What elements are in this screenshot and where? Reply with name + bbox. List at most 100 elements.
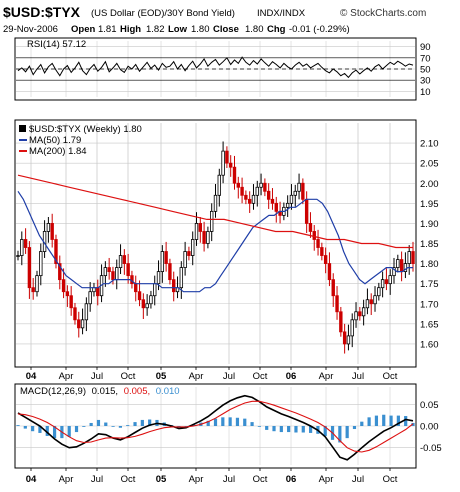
macd-histogram-bar [367, 417, 371, 426]
macd-histogram-bar [140, 419, 144, 426]
macd-histogram-bar [389, 415, 393, 426]
price-candle-body [141, 299, 146, 309]
price-candle-body [270, 198, 275, 204]
macd-histogram-bar [74, 426, 79, 433]
x-axis-label: 05 [156, 474, 167, 485]
macd-line [17, 394, 414, 461]
macd-histogram-bar [360, 421, 364, 426]
price-candle-body [384, 279, 389, 285]
price-candle-body [304, 198, 309, 224]
price-candle-body [361, 307, 366, 317]
price-candle-body [335, 295, 339, 313]
macd-histogram-bar [279, 426, 283, 433]
price-candle-body [54, 239, 58, 264]
price-candle-body [244, 194, 248, 200]
price-candle-body [354, 311, 358, 321]
macd-y-axis: 0.05 0.00 -0.05 [420, 400, 442, 454]
price-candle-body [96, 287, 100, 297]
price-y-tick-label: 1.60 [420, 339, 439, 350]
x-axis-label: Oct [253, 474, 268, 485]
macd-histogram-bar [16, 425, 20, 426]
price-candle-body [259, 182, 263, 188]
macd-legend-hist-value: 0.010 [156, 386, 180, 397]
ma50-legend-label: MA(50) 1.79 [29, 135, 81, 146]
chart-description: (US Dollar (EOD)/30Y Bond Yield) [91, 8, 235, 19]
macd-histogram-bar [126, 425, 130, 426]
macd-histogram-bar [104, 422, 108, 426]
macd-y-tick-label: 0.00 [420, 422, 439, 433]
price-candle-body [369, 299, 373, 305]
price-candle-body [31, 287, 35, 293]
price-candle-body [263, 182, 267, 192]
price-candle-body [396, 259, 400, 269]
x-axis-label: Jul [223, 371, 235, 382]
macd-histogram-bar [287, 426, 291, 433]
price-candle-body [316, 239, 320, 248]
price-candle-body [20, 239, 24, 256]
price-candle-body [228, 162, 233, 168]
x-axis-label: Oct [383, 371, 398, 382]
price-candle-body [323, 255, 328, 264]
macd-histogram-bar [96, 419, 101, 426]
low-label: Low [168, 24, 188, 35]
ma200-legend-label: MA(200) 1.84 [29, 146, 87, 157]
price-candle-body [225, 150, 229, 164]
price-candle-body [73, 307, 77, 321]
price-candle-body [312, 231, 316, 240]
price-candle-body [69, 295, 73, 309]
price-candle-body [206, 231, 210, 244]
macd-histogram-bar [308, 426, 313, 433]
x-axis-label: 04 [26, 371, 37, 382]
price-candle-body [39, 251, 43, 277]
macd-panel: 0.05 0.00 -0.05 MACD(12,26,9) 0.015, 0.005… [14, 383, 442, 469]
macd-histogram-bar [352, 426, 357, 430]
price-candle-body [153, 283, 157, 297]
chart-symbol: $USD:$TYX [3, 4, 81, 20]
rsi-y-tick-label: 50 [420, 65, 431, 76]
ma200-line [17, 174, 413, 249]
price-candle-body [145, 303, 149, 309]
price-candle-body [346, 335, 351, 345]
macd-histogram-bar [111, 426, 115, 427]
price-candle-body [134, 283, 138, 293]
rsi-y-tick-label: 10 [420, 87, 431, 98]
x-axis-label: 06 [286, 371, 297, 382]
price-candle-body [198, 223, 203, 232]
rsi-line [17, 56, 414, 79]
price-candle-body [320, 247, 324, 256]
price-candle-body [217, 174, 221, 196]
x-axis-label: Jul [223, 474, 235, 485]
price-candle-body [399, 259, 404, 273]
x-axis-label: Apr [319, 371, 334, 382]
price-candle-body [202, 231, 206, 244]
price-candle-body [61, 279, 66, 293]
price-candle-body [137, 291, 142, 301]
price-candle-body [50, 223, 54, 240]
price-candle-body [187, 251, 191, 256]
x-axis-label: Oct [121, 474, 136, 485]
price-candle-body [350, 319, 354, 337]
price-candle-body [266, 190, 271, 200]
x-axis-label: 04 [26, 474, 37, 485]
price-candle-body [358, 311, 362, 317]
price-candle-body [23, 239, 28, 248]
price-y-tick-label: 1.65 [420, 319, 439, 330]
macd-plot [16, 394, 415, 461]
price-candle-body [377, 287, 381, 297]
price-legend: $USD:$TYX (Weekly) 1.80 MA(50) 1.79 MA(2… [19, 124, 142, 157]
x-axis-price: 04 Apr Jul Oct 05 Apr Jul Oct 06 Apr Jul Oct [26, 367, 398, 382]
price-candle-body [210, 210, 214, 232]
close-label: Close [213, 24, 239, 35]
macd-signal-line [17, 400, 414, 453]
price-candle-body [46, 223, 51, 232]
x-axis-label: Jul [91, 474, 103, 485]
price-candle-body [168, 263, 172, 281]
price-candle-body [164, 251, 168, 264]
macd-histogram-bar [228, 417, 232, 426]
chg-label: Chg [267, 24, 286, 35]
price-candle-body [293, 190, 297, 196]
macd-histogram-bar [213, 418, 218, 426]
macd-legend-prefix: MACD(12,26,9) [20, 386, 86, 397]
macd-legend-macd-value: 0.015, [92, 386, 118, 397]
